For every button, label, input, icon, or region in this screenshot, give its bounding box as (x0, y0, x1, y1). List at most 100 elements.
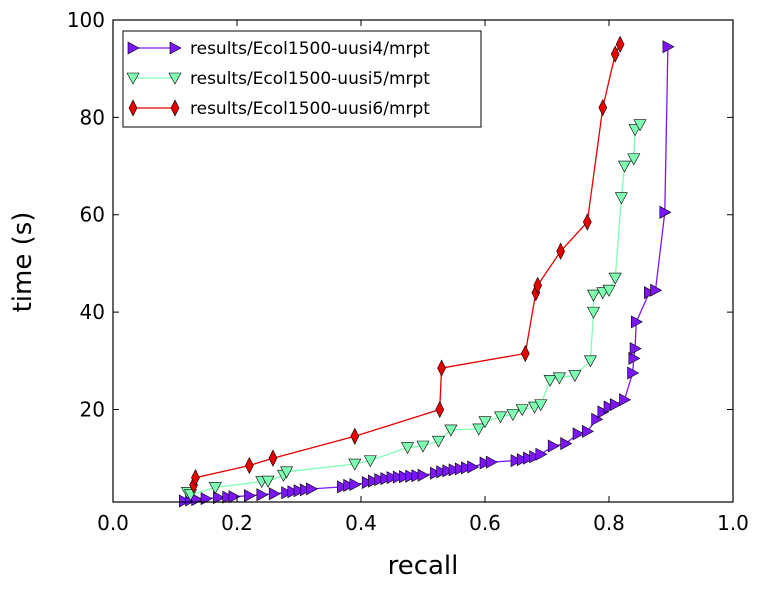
triangle-right-marker (659, 205, 672, 219)
x-tick-label: 0.0 (97, 511, 129, 535)
y-tick-label: 60 (80, 203, 105, 227)
triangle-right-marker (609, 398, 622, 412)
triangle-down-marker (608, 272, 622, 285)
triangle-right-marker (529, 450, 542, 464)
triangle-down-marker (400, 442, 415, 455)
triangle-right-marker (630, 315, 643, 329)
triangle-right-marker (368, 474, 381, 488)
triangle-down-marker (543, 374, 557, 387)
triangle-right-marker (306, 482, 319, 496)
triangle-right-marker (467, 460, 480, 474)
diamond-marker (582, 213, 592, 231)
triangle-right-marker (485, 455, 498, 469)
triangle-right-marker (560, 437, 573, 451)
legend-label: results/Ecol1500-uusi4/mrpt (190, 39, 430, 59)
triangle-right-marker (629, 342, 642, 356)
triangle-right-marker (349, 477, 362, 491)
triangle-right-marker (386, 471, 399, 485)
triangle-right-marker (343, 478, 356, 492)
triangle-down-marker (515, 404, 529, 417)
triangle-right-marker (582, 424, 594, 438)
triangle-down-marker (416, 440, 430, 453)
diamond-marker (435, 400, 445, 419)
triangle-right-marker (127, 41, 140, 55)
diamond-marker (245, 456, 254, 475)
tick-labels-layer: 0.0 0.2 0.4 0.6 0.8 1.0 20 40 60 80 100 (67, 8, 749, 535)
triangle-down-marker (627, 153, 641, 166)
plot-frame (112, 19, 734, 503)
triangle-right-marker (547, 439, 560, 453)
triangle-down-marker (348, 458, 362, 471)
series-3 (189, 35, 625, 494)
triangle-right-marker (374, 473, 387, 487)
triangle-down-marker (431, 435, 446, 448)
triangle-right-marker (337, 480, 350, 494)
legend-entries: results/Ecol1500-uusi4/mrpt results/Ecol1… (126, 39, 430, 119)
triangle-down-marker (633, 119, 647, 132)
triangle-down-marker (568, 370, 582, 383)
triangle-down-marker (552, 372, 566, 385)
triangle-right-marker (461, 461, 474, 475)
legend-box (122, 30, 482, 128)
triangle-right-marker (619, 393, 632, 407)
triangle-down-marker (617, 160, 632, 173)
triangle-right-marker (627, 366, 640, 380)
triangle-right-marker (268, 487, 281, 501)
triangle-right-marker (411, 469, 424, 483)
legend-label: results/Ecol1500-uusi6/mrpt (190, 99, 430, 119)
triangle-down-marker (363, 455, 377, 468)
diamond-marker (170, 99, 180, 117)
diamond-marker (598, 98, 608, 117)
triangle-right-marker (572, 427, 585, 441)
triangle-down-marker (126, 72, 140, 85)
triangle-right-marker (293, 484, 306, 498)
triangle-right-marker (603, 400, 616, 414)
triangle-right-marker (281, 486, 294, 500)
triangle-down-marker (583, 355, 597, 368)
triangle-right-marker (287, 485, 300, 499)
triangle-right-marker (380, 472, 393, 486)
diamond-marker (191, 468, 200, 487)
y-tick-label: 100 (67, 8, 105, 32)
triangle-right-marker (200, 492, 213, 506)
triangle-down-marker (261, 475, 275, 488)
series-1 (179, 40, 675, 508)
triangle-right-marker (591, 412, 604, 426)
triangle-right-marker (228, 490, 241, 504)
triangle-right-marker (417, 468, 430, 482)
triangle-right-marker (516, 453, 529, 467)
ticks-layer (112, 19, 734, 502)
triangle-down-marker (602, 284, 616, 297)
triangle-down-marker (472, 423, 486, 436)
diamond-marker (128, 99, 138, 117)
diamond-marker (610, 45, 620, 63)
triangle-right-marker (256, 488, 269, 502)
triangle-down-marker (534, 399, 548, 412)
triangle-right-marker (448, 463, 461, 477)
diamond-marker (520, 344, 530, 363)
diamond-marker (350, 427, 360, 445)
triangle-down-marker (586, 289, 601, 302)
x-tick-label: 0.8 (593, 511, 625, 535)
triangle-right-marker (510, 454, 523, 468)
triangle-right-marker (392, 470, 405, 484)
y-tick-label: 20 (80, 397, 105, 421)
triangle-right-marker (650, 283, 663, 297)
x-tick-label: 0.2 (221, 511, 253, 535)
x-tick-label: 0.6 (469, 511, 501, 535)
legend-entry-1: results/Ecol1500-uusi4/mrpt (127, 39, 430, 59)
triangle-right-marker (442, 464, 455, 478)
triangle-right-marker (597, 405, 610, 419)
legend-entry-3: results/Ecol1500-uusi6/mrpt (128, 99, 430, 119)
triangle-right-marker (361, 476, 374, 490)
y-tick-label: 80 (80, 105, 105, 129)
legend: results/Ecol1500-uusi4/mrpt results/Ecol1… (122, 30, 482, 128)
triangle-down-marker (586, 306, 601, 319)
triangle-right-marker (628, 351, 641, 365)
legend-entry-2: results/Ecol1500-uusi5/mrpt (126, 69, 430, 89)
triangle-right-marker (179, 494, 191, 508)
series-2 (180, 119, 647, 502)
triangle-down-marker (478, 416, 492, 429)
triangle-down-marker (168, 72, 182, 85)
triangle-right-marker (479, 456, 492, 470)
